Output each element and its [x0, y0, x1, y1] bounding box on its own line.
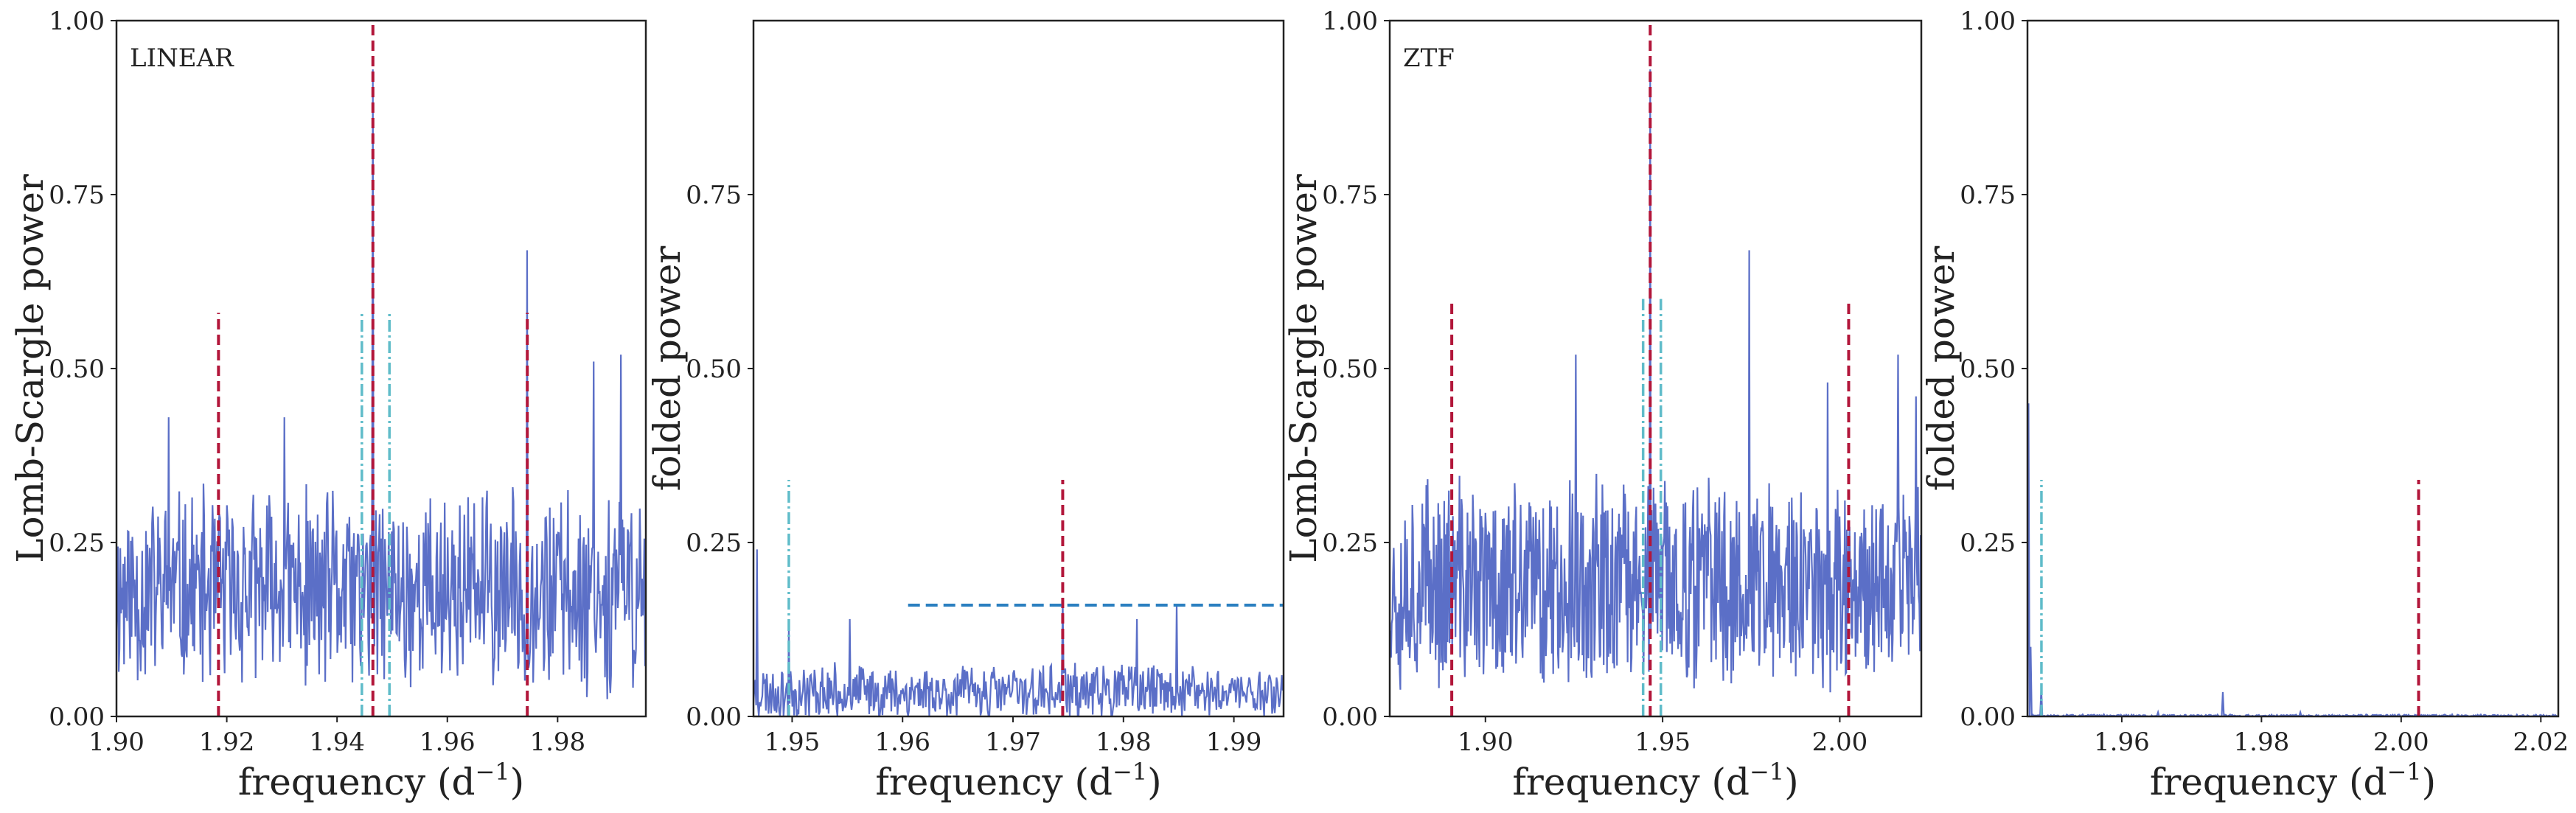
y-tick-label: 0.50 [49, 355, 105, 384]
y-tick-label: 0.50 [686, 355, 742, 384]
y-tick-label: 0.75 [1322, 181, 1378, 210]
panel-4: 1.96 1.98 2.00 2.02 0.00 0.25 0.50 0.75 1.00 freq… [1920, 7, 2569, 803]
x-tick-label: 1.98 [1096, 727, 1152, 757]
y-axis-label: folded power [646, 246, 689, 492]
y-tick-label: 0.25 [1960, 528, 2016, 558]
x-tick-label: 2.00 [2373, 727, 2429, 757]
y-tick-label: 0.75 [686, 181, 742, 210]
y-tick-label: 0.00 [49, 702, 105, 732]
y-tick-label: 0.00 [686, 702, 742, 732]
x-tick-label: 1.92 [199, 727, 255, 757]
x-tick-label: 1.90 [1458, 727, 1514, 757]
x-tick-label: 1.97 [985, 727, 1041, 757]
x-axis-label: frequency (d−1) [238, 758, 524, 803]
y-tick-label: 0.75 [49, 181, 105, 210]
y-axis-label: folded power [1920, 246, 1963, 492]
x-tick-label: 1.99 [1206, 727, 1262, 757]
x-tick-label: 1.96 [2094, 727, 2150, 757]
y-tick-label: 1.00 [1322, 7, 1378, 36]
x-tick-label: 1.98 [529, 727, 585, 757]
x-tick-label: 1.96 [874, 727, 930, 757]
panel-label: LINEAR [130, 43, 234, 73]
panel-label: ZTF [1403, 43, 1455, 73]
y-tick-label: 0.50 [1960, 355, 2016, 384]
y-tick-label: 0.75 [1960, 181, 2016, 210]
panel-3: 1.90 1.95 2.00 0.00 0.25 0.50 0.75 1.00 frequenc… [1282, 7, 1923, 803]
x-axis-label: frequency (d−1) [875, 758, 1161, 803]
y-tick-label: 0.00 [1322, 702, 1378, 732]
axes-frame [752, 19, 1285, 718]
y-tick-label: 0.25 [49, 528, 105, 558]
x-axis-label: frequency (d−1) [1512, 758, 1798, 803]
x-tick-label: 1.96 [420, 727, 476, 757]
y-tick-label: 1.00 [1960, 7, 2016, 36]
y-tick-label: 1.00 [49, 7, 105, 36]
x-tick-label: 2.02 [2513, 727, 2569, 757]
periodogram-line [116, 69, 646, 699]
x-tick-label: 1.95 [765, 727, 821, 757]
x-tick-label: 1.98 [2234, 727, 2290, 757]
y-tick-label: 0.25 [1322, 528, 1378, 558]
x-tick-label: 1.90 [88, 727, 145, 757]
x-axis-label: frequency (d−1) [2150, 758, 2436, 803]
periodogram-line [753, 549, 1284, 716]
panel-2: 1.95 1.96 1.97 1.98 1.99 0.00 0.25 0.50 0.75 freq… [646, 19, 1285, 803]
y-tick-label: 0.00 [1960, 702, 2016, 732]
x-tick-label: 1.95 [1635, 727, 1691, 757]
x-tick-label: 1.94 [309, 727, 365, 757]
y-axis-label: Lomb-Scargle power [9, 174, 52, 563]
periodogram-line [1390, 69, 1921, 693]
y-axis-label: Lomb-Scargle power [1282, 174, 1325, 563]
panel-1: 1.90 1.92 1.94 1.96 1.98 0.00 0.25 0.50 0.75 1.00… [9, 7, 647, 803]
axes-frame [2026, 19, 2560, 718]
x-tick-label: 2.00 [1812, 727, 1868, 757]
y-tick-label: 0.50 [1322, 355, 1378, 384]
y-tick-label: 0.25 [686, 528, 742, 558]
periodogram-line [2027, 403, 2558, 716]
